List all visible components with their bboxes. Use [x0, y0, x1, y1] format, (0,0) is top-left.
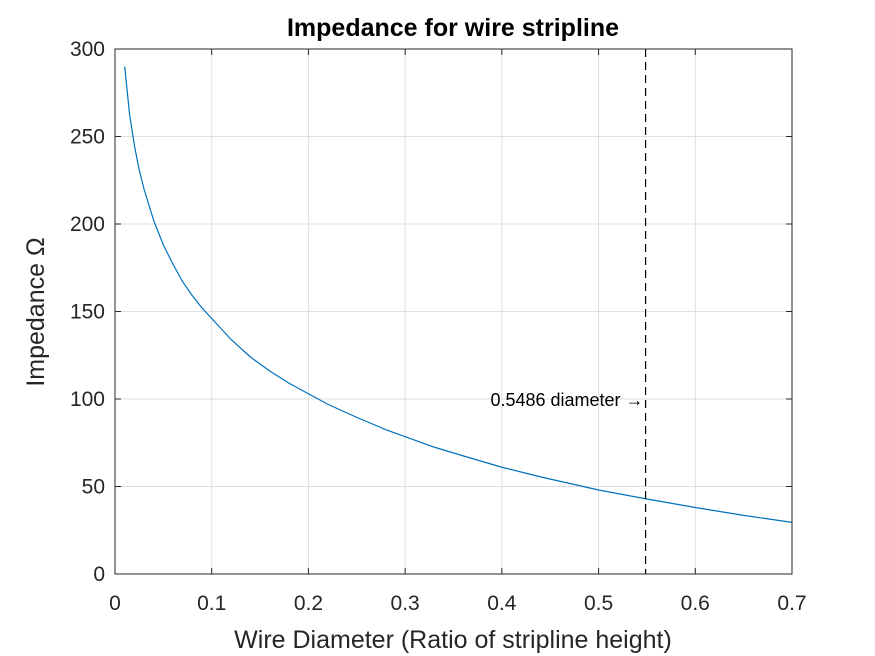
- x-axis-label: Wire Diameter (Ratio of stripline height…: [234, 626, 672, 654]
- y-tick-label: 200: [70, 213, 105, 236]
- chart-title: Impedance for wire stripline: [287, 14, 619, 42]
- x-tick-label: 0.7: [777, 592, 806, 615]
- x-tick-label: 0: [109, 592, 121, 615]
- impedance-curve: [124, 66, 793, 523]
- y-tick-label: 250: [70, 126, 105, 149]
- x-tick-label: 0.6: [681, 592, 710, 615]
- y-tick-label: 150: [70, 301, 105, 324]
- marker-layer: 0.5486 diameter →: [490, 49, 647, 574]
- x-tick-label: 0.3: [391, 592, 420, 615]
- y-axis-ticks: 0 50 100 150 200 250 300: [70, 38, 792, 586]
- series-layer: [124, 66, 793, 523]
- x-tick-label: 0.5: [584, 592, 613, 615]
- y-tick-label: 0: [93, 563, 105, 586]
- y-tick-label: 50: [82, 476, 105, 499]
- grid: [114, 48, 793, 575]
- x-tick-label: 0.4: [487, 592, 517, 615]
- y-tick-label: 100: [70, 388, 105, 411]
- y-tick-label: 300: [70, 38, 105, 61]
- x-tick-label: 0.2: [294, 592, 323, 615]
- x-tick-label: 0.1: [197, 592, 226, 615]
- x-axis-ticks: 0 0.1 0.2 0.3 0.4 0.5 0.6 0.7: [109, 49, 807, 615]
- diameter-marker-label: 0.5486 diameter →: [490, 390, 643, 410]
- y-axis-label: Impedance Ω: [22, 237, 50, 386]
